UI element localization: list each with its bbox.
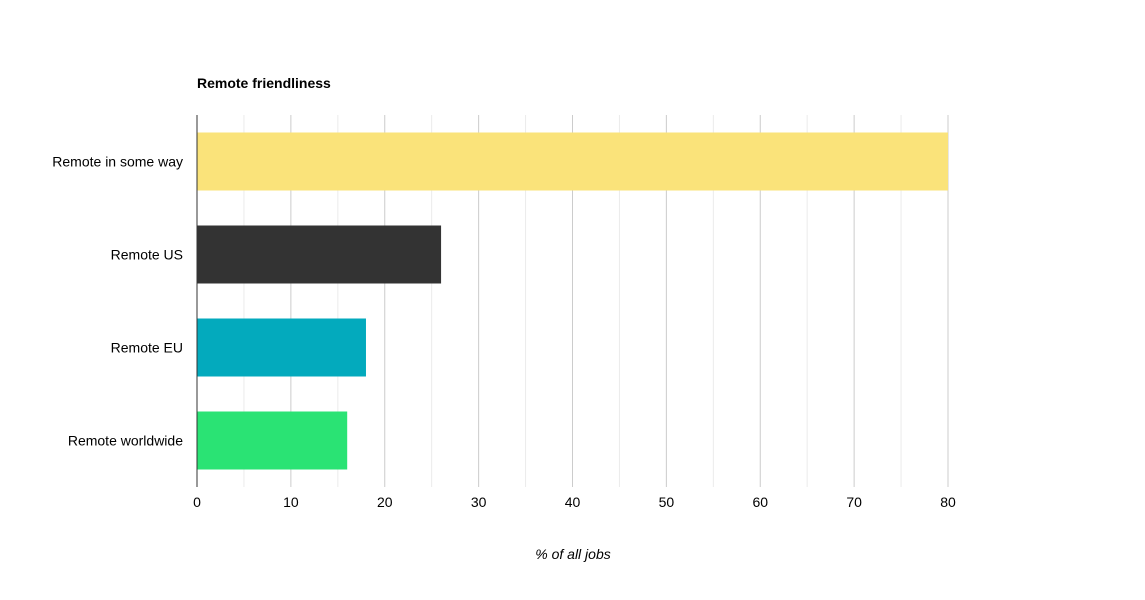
x-tick-label: 80: [940, 494, 956, 510]
x-tick-label: 30: [471, 494, 487, 510]
category-label: Remote worldwide: [68, 433, 183, 449]
category-label: Remote EU: [111, 340, 183, 356]
category-label: Remote US: [111, 247, 183, 263]
chart-title: Remote friendliness: [197, 75, 331, 91]
x-tick-label: 0: [193, 494, 201, 510]
x-tick-label: 20: [377, 494, 393, 510]
x-tick-labels: 0 10 20 30 40 50 60 70 80: [193, 494, 956, 510]
category-labels: Remote in some way Remote US Remote EU Remo…: [52, 154, 183, 449]
category-label: Remote in some way: [52, 154, 183, 170]
x-tick-label: 60: [752, 494, 768, 510]
bar-remote-us: [197, 225, 442, 284]
x-tick-label: 10: [283, 494, 299, 510]
bar-remote-eu: [197, 318, 366, 377]
bar-remote-worldwide: [197, 411, 348, 470]
x-tick-label: 40: [565, 494, 581, 510]
bars: [197, 132, 948, 470]
x-tick-label: 70: [846, 494, 862, 510]
bar-remote-in-some-way: [197, 132, 948, 191]
x-tick-label: 50: [659, 494, 675, 510]
x-axis-title: % of all jobs: [535, 546, 610, 562]
